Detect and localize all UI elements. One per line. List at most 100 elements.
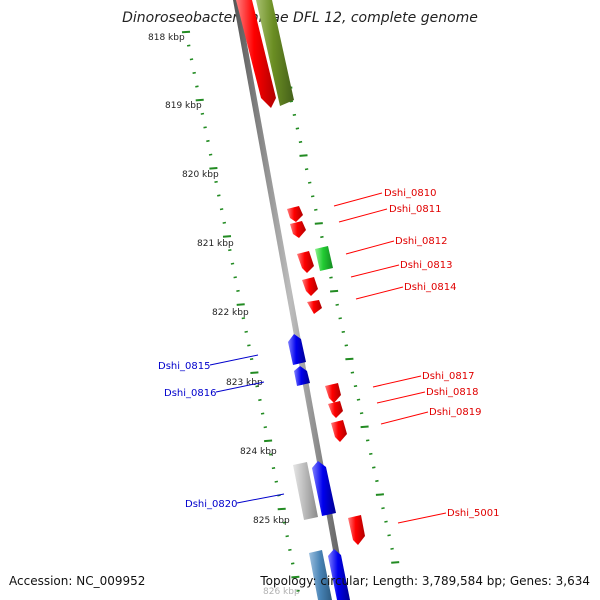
inner-ring-tick-mark <box>350 371 355 374</box>
gene-labels-right: Dshi_0810 Dshi_0811 Dshi_0812 Dshi_0813 … <box>384 188 499 519</box>
gene-feature-olive-top[interactable] <box>256 0 294 106</box>
gene-label-dshi-0814[interactable]: Dshi_0814 <box>404 282 456 293</box>
outer-ring-tick-mark <box>241 317 246 320</box>
inner-ring-tick-mark <box>335 303 339 306</box>
inner-ring-tick-mark <box>320 235 324 239</box>
inner-ring-tick-mark <box>365 439 370 442</box>
outer-ring-tick-mark <box>269 453 273 456</box>
inner-ring-tick-mark <box>299 154 308 157</box>
outer-ring-tick-mark <box>260 412 265 415</box>
gene-label-dshi-0816[interactable]: Dshi_0816 <box>164 388 216 399</box>
outer-ring-tick-mark <box>219 208 224 211</box>
inner-ring-tick-mark <box>375 479 379 483</box>
gene-feature-dshi-0818[interactable] <box>328 401 343 418</box>
outer-ring-tick-mark <box>186 44 191 47</box>
gene-label-dshi-0820[interactable]: Dshi_0820 <box>185 499 237 510</box>
genome-backbone <box>233 0 348 600</box>
outer-tick-ring <box>181 30 300 592</box>
gene-feature-dshi-0814[interactable] <box>302 277 318 296</box>
tick-label-819: 819 kbp <box>165 101 202 111</box>
outer-ring-tick-mark <box>200 112 205 115</box>
gene-label-dshi-0815[interactable]: Dshi_0815 <box>158 361 210 372</box>
inner-ring-tick-mark <box>345 357 354 361</box>
gene-feature-dshi-0810[interactable] <box>287 206 303 222</box>
tick-label-825: 825 kbp <box>253 516 290 526</box>
outer-ring-tick-mark <box>236 289 240 292</box>
outer-ring-tick-mark <box>228 249 232 252</box>
gene-feature-dshi-0811[interactable] <box>290 221 306 238</box>
tick-label-826: 826 kbp <box>263 587 300 597</box>
outer-ring-tick-mark <box>208 153 213 156</box>
outer-ring-tick-mark <box>288 548 292 551</box>
gene-label-dshi-0818[interactable]: Dshi_0818 <box>426 387 478 398</box>
outer-ring-tick-mark <box>274 480 279 483</box>
outer-ring-tick-mark <box>249 358 254 361</box>
gene-feature-dshi-0816[interactable] <box>294 366 310 386</box>
gene-label-dshi-0819[interactable]: Dshi_0819 <box>429 407 481 418</box>
gene-feature-red-small[interactable] <box>307 300 322 314</box>
outer-ring-tick-mark <box>195 85 199 88</box>
inner-ring-tick-mark <box>295 127 300 130</box>
inner-ring-tick-mark <box>338 317 342 320</box>
gene-feature-dshi-0812[interactable] <box>315 246 333 271</box>
gene-label-dshi-0812[interactable]: Dshi_0812 <box>395 236 447 247</box>
gene-label-dshi-0810[interactable]: Dshi_0810 <box>384 188 436 199</box>
outer-ring-tick-mark <box>264 439 273 443</box>
tick-label-822: 822 kbp <box>212 308 249 318</box>
gene-feature-steel[interactable] <box>309 550 332 600</box>
gene-label-dshi-0811[interactable]: Dshi_0811 <box>389 204 441 215</box>
genome-stats-text: Topology: circular; Length: 3,789,584 bp… <box>260 574 590 588</box>
gene-feature-dshi-0819[interactable] <box>331 420 347 442</box>
gene-feature-red-top[interactable] <box>236 0 276 108</box>
inner-ring-tick-mark <box>356 398 361 401</box>
gene-feature-dshi-0817[interactable] <box>325 383 341 403</box>
gene-labels-left: Dshi_0815 Dshi_0816 Dshi_0820 <box>158 361 237 510</box>
outer-ring-tick-mark <box>247 344 251 347</box>
outer-ring-tick-mark <box>277 507 286 511</box>
gene-feature-dshi-0815[interactable] <box>288 334 306 365</box>
inner-ring-tick-mark <box>292 113 297 116</box>
inner-ring-tick-mark <box>330 289 339 293</box>
outer-ring-tick-mark <box>263 426 268 429</box>
outer-ring-tick-mark <box>282 521 287 524</box>
outer-ring-tick-mark <box>236 303 245 306</box>
outer-ring-tick-mark <box>285 535 289 538</box>
gene-feature-grey[interactable] <box>293 462 318 520</box>
gene-label-dshi-5001[interactable]: Dshi_5001 <box>447 508 499 519</box>
inner-ring-tick-mark <box>307 181 312 184</box>
map-title: Dinoroseobacter shibae DFL 12, complete … <box>122 10 478 26</box>
outer-ring-tick-mark <box>214 180 218 183</box>
outer-ring-tick-mark <box>195 98 204 102</box>
gene-feature-blue-bottom[interactable] <box>328 549 350 600</box>
inner-ring-tick-mark <box>341 330 346 333</box>
gene-feature-dshi-5001[interactable] <box>348 515 365 545</box>
inner-ring-tick-mark <box>369 452 373 455</box>
outer-ring-tick-mark <box>222 221 227 224</box>
outer-ring-tick-mark <box>206 139 210 143</box>
accession-text: Accession: NC_009952 <box>9 574 146 588</box>
inner-ring-tick-mark <box>372 466 376 469</box>
outer-ring-tick-mark <box>192 71 196 74</box>
outer-ring-tick-mark <box>222 235 232 238</box>
inner-ring-tick-mark <box>391 561 400 564</box>
gene-feature-dshi-0813[interactable] <box>297 251 314 273</box>
gene-label-dshi-0817[interactable]: Dshi_0817 <box>422 371 474 382</box>
outer-ring-tick-mark <box>258 398 262 402</box>
inner-ring-tick-mark <box>360 425 369 429</box>
outer-ring-tick-mark <box>290 562 295 565</box>
gene-feature-dshi-0820[interactable] <box>312 461 336 516</box>
inner-ring-tick-mark <box>314 208 318 211</box>
gene-label-dshi-0813[interactable]: Dshi_0813 <box>400 260 452 271</box>
inner-ring-tick-mark <box>298 140 303 144</box>
outer-ring-tick-mark <box>271 467 276 470</box>
outer-ring-tick-mark <box>250 371 259 374</box>
tick-label-823: 823 kbp <box>226 378 263 388</box>
inner-ring-tick-mark <box>381 507 385 510</box>
inner-ring-tick-mark <box>375 493 384 496</box>
tick-label-818: 818 kbp <box>148 33 185 43</box>
tick-label-824: 824 kbp <box>240 447 277 457</box>
outer-ring-tick-mark <box>230 262 235 265</box>
inner-ring-tick-mark <box>310 195 315 198</box>
outer-ring-tick-mark <box>189 58 194 61</box>
